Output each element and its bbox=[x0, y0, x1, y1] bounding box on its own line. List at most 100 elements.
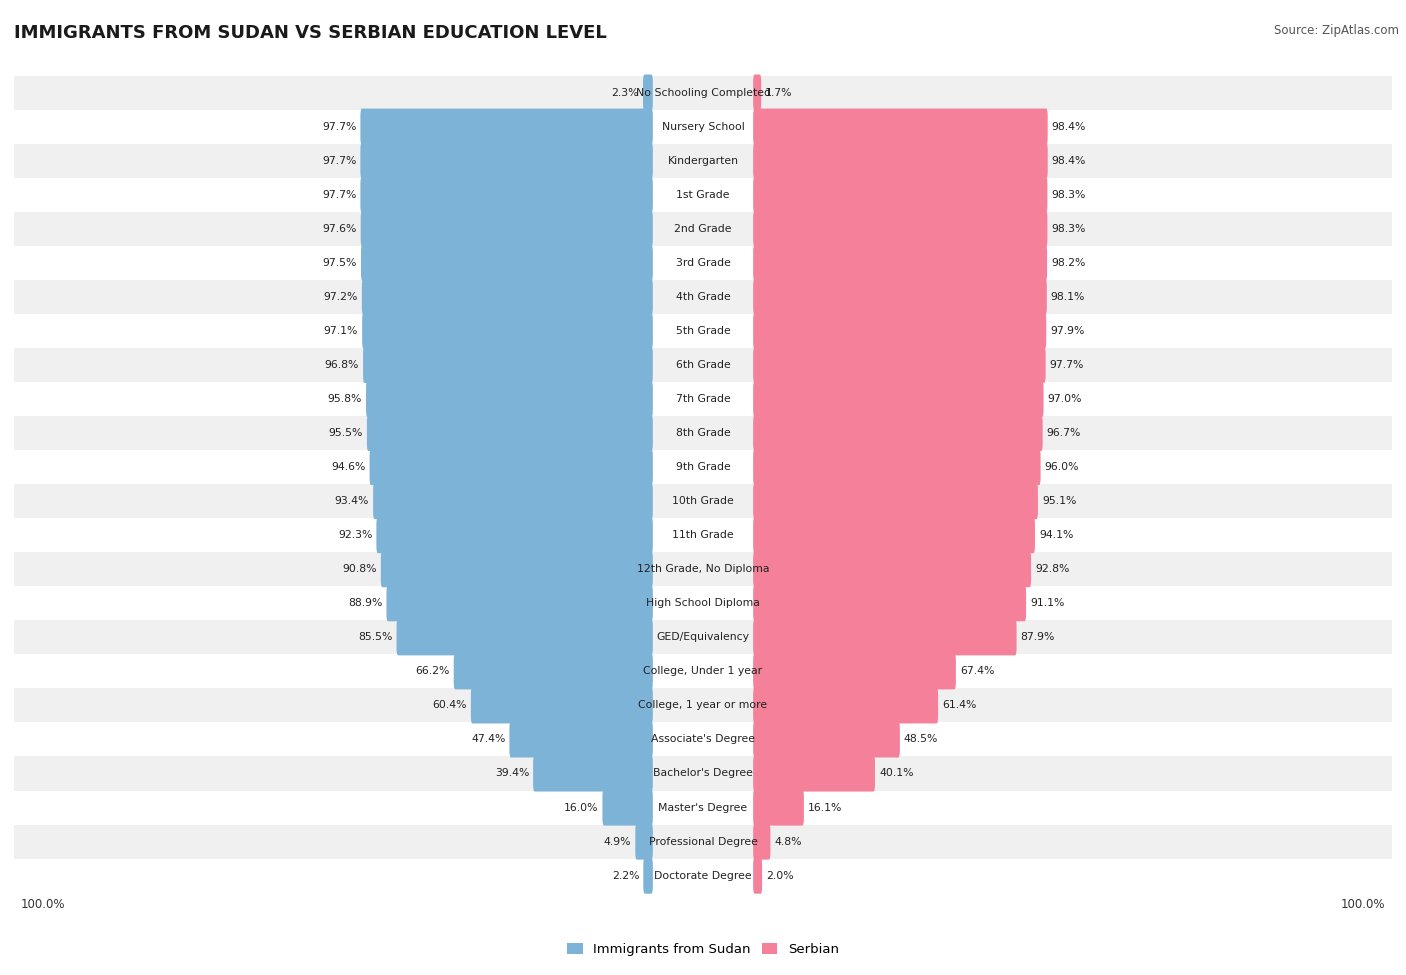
Text: 95.5%: 95.5% bbox=[329, 428, 363, 438]
FancyBboxPatch shape bbox=[754, 108, 1047, 144]
Text: Doctorate Degree: Doctorate Degree bbox=[654, 871, 752, 880]
Text: Kindergarten: Kindergarten bbox=[668, 156, 738, 166]
Bar bbox=[14, 586, 1392, 620]
FancyBboxPatch shape bbox=[361, 211, 652, 247]
Text: 10th Grade: 10th Grade bbox=[672, 496, 734, 506]
Text: Professional Degree: Professional Degree bbox=[648, 837, 758, 846]
Text: 4.8%: 4.8% bbox=[775, 837, 801, 846]
FancyBboxPatch shape bbox=[754, 415, 1043, 451]
Text: 39.4%: 39.4% bbox=[495, 768, 529, 778]
Text: 2.3%: 2.3% bbox=[612, 88, 638, 98]
Text: 91.1%: 91.1% bbox=[1031, 599, 1064, 608]
Text: 96.8%: 96.8% bbox=[325, 360, 359, 370]
FancyBboxPatch shape bbox=[373, 483, 652, 519]
Text: Associate's Degree: Associate's Degree bbox=[651, 734, 755, 745]
Text: 2nd Grade: 2nd Grade bbox=[675, 223, 731, 234]
Bar bbox=[14, 348, 1392, 382]
FancyBboxPatch shape bbox=[754, 211, 1047, 247]
Text: 2.2%: 2.2% bbox=[612, 871, 640, 880]
FancyBboxPatch shape bbox=[754, 74, 761, 110]
Text: 11th Grade: 11th Grade bbox=[672, 530, 734, 540]
FancyBboxPatch shape bbox=[754, 687, 938, 723]
FancyBboxPatch shape bbox=[366, 381, 652, 417]
FancyBboxPatch shape bbox=[754, 245, 1047, 281]
FancyBboxPatch shape bbox=[754, 347, 1046, 383]
FancyBboxPatch shape bbox=[754, 449, 1040, 486]
Text: GED/Equivalency: GED/Equivalency bbox=[657, 633, 749, 643]
FancyBboxPatch shape bbox=[644, 858, 652, 894]
Text: 98.4%: 98.4% bbox=[1052, 156, 1085, 166]
Bar bbox=[14, 143, 1392, 177]
FancyBboxPatch shape bbox=[754, 381, 1043, 417]
Text: 97.1%: 97.1% bbox=[323, 326, 359, 335]
FancyBboxPatch shape bbox=[509, 722, 652, 758]
Bar bbox=[14, 314, 1392, 348]
Bar bbox=[14, 552, 1392, 586]
Text: Bachelor's Degree: Bachelor's Degree bbox=[652, 768, 754, 778]
Text: College, 1 year or more: College, 1 year or more bbox=[638, 700, 768, 711]
FancyBboxPatch shape bbox=[754, 756, 875, 792]
FancyBboxPatch shape bbox=[367, 415, 652, 451]
Text: 97.0%: 97.0% bbox=[1047, 394, 1083, 404]
Text: 3rd Grade: 3rd Grade bbox=[675, 257, 731, 268]
Bar bbox=[14, 280, 1392, 314]
Text: 92.3%: 92.3% bbox=[337, 530, 373, 540]
FancyBboxPatch shape bbox=[360, 142, 652, 178]
Text: 97.7%: 97.7% bbox=[322, 122, 356, 132]
Text: 90.8%: 90.8% bbox=[342, 565, 377, 574]
Text: College, Under 1 year: College, Under 1 year bbox=[644, 666, 762, 677]
Text: 97.7%: 97.7% bbox=[1050, 360, 1084, 370]
Text: 16.1%: 16.1% bbox=[808, 802, 842, 812]
FancyBboxPatch shape bbox=[387, 585, 652, 621]
Text: 100.0%: 100.0% bbox=[21, 898, 66, 911]
Bar bbox=[14, 246, 1392, 280]
Text: 60.4%: 60.4% bbox=[433, 700, 467, 711]
FancyBboxPatch shape bbox=[754, 483, 1038, 519]
Text: 97.5%: 97.5% bbox=[322, 257, 357, 268]
Bar bbox=[14, 518, 1392, 552]
FancyBboxPatch shape bbox=[754, 313, 1046, 349]
Text: 93.4%: 93.4% bbox=[335, 496, 370, 506]
Text: IMMIGRANTS FROM SUDAN VS SERBIAN EDUCATION LEVEL: IMMIGRANTS FROM SUDAN VS SERBIAN EDUCATI… bbox=[14, 24, 607, 42]
Text: 12th Grade, No Diploma: 12th Grade, No Diploma bbox=[637, 565, 769, 574]
Text: 98.3%: 98.3% bbox=[1052, 223, 1085, 234]
Text: 85.5%: 85.5% bbox=[359, 633, 392, 643]
Text: 98.3%: 98.3% bbox=[1052, 190, 1085, 200]
Text: 66.2%: 66.2% bbox=[415, 666, 450, 677]
Bar bbox=[14, 620, 1392, 654]
Text: Nursery School: Nursery School bbox=[662, 122, 744, 132]
Bar bbox=[14, 75, 1392, 109]
Text: 88.9%: 88.9% bbox=[349, 599, 382, 608]
Text: 16.0%: 16.0% bbox=[564, 802, 599, 812]
FancyBboxPatch shape bbox=[754, 858, 762, 894]
Bar bbox=[14, 177, 1392, 212]
Bar bbox=[14, 654, 1392, 688]
Text: 92.8%: 92.8% bbox=[1035, 565, 1070, 574]
FancyBboxPatch shape bbox=[361, 279, 652, 315]
Text: 94.6%: 94.6% bbox=[332, 462, 366, 472]
Bar bbox=[14, 416, 1392, 450]
FancyBboxPatch shape bbox=[454, 653, 652, 689]
Bar bbox=[14, 825, 1392, 859]
FancyBboxPatch shape bbox=[754, 585, 1026, 621]
FancyBboxPatch shape bbox=[754, 517, 1035, 553]
Bar bbox=[14, 722, 1392, 757]
Bar bbox=[14, 382, 1392, 416]
FancyBboxPatch shape bbox=[396, 619, 652, 655]
FancyBboxPatch shape bbox=[370, 449, 652, 486]
FancyBboxPatch shape bbox=[363, 313, 652, 349]
Text: 8th Grade: 8th Grade bbox=[676, 428, 730, 438]
FancyBboxPatch shape bbox=[754, 619, 1017, 655]
Text: High School Diploma: High School Diploma bbox=[647, 599, 759, 608]
Text: 96.7%: 96.7% bbox=[1046, 428, 1081, 438]
FancyBboxPatch shape bbox=[754, 722, 900, 758]
Text: 97.2%: 97.2% bbox=[323, 292, 359, 302]
Text: 95.1%: 95.1% bbox=[1042, 496, 1076, 506]
FancyBboxPatch shape bbox=[533, 756, 652, 792]
Text: 1.7%: 1.7% bbox=[765, 88, 793, 98]
Legend: Immigrants from Sudan, Serbian: Immigrants from Sudan, Serbian bbox=[562, 937, 844, 961]
FancyBboxPatch shape bbox=[360, 108, 652, 144]
FancyBboxPatch shape bbox=[754, 653, 956, 689]
FancyBboxPatch shape bbox=[361, 245, 652, 281]
Text: 4.9%: 4.9% bbox=[603, 837, 631, 846]
